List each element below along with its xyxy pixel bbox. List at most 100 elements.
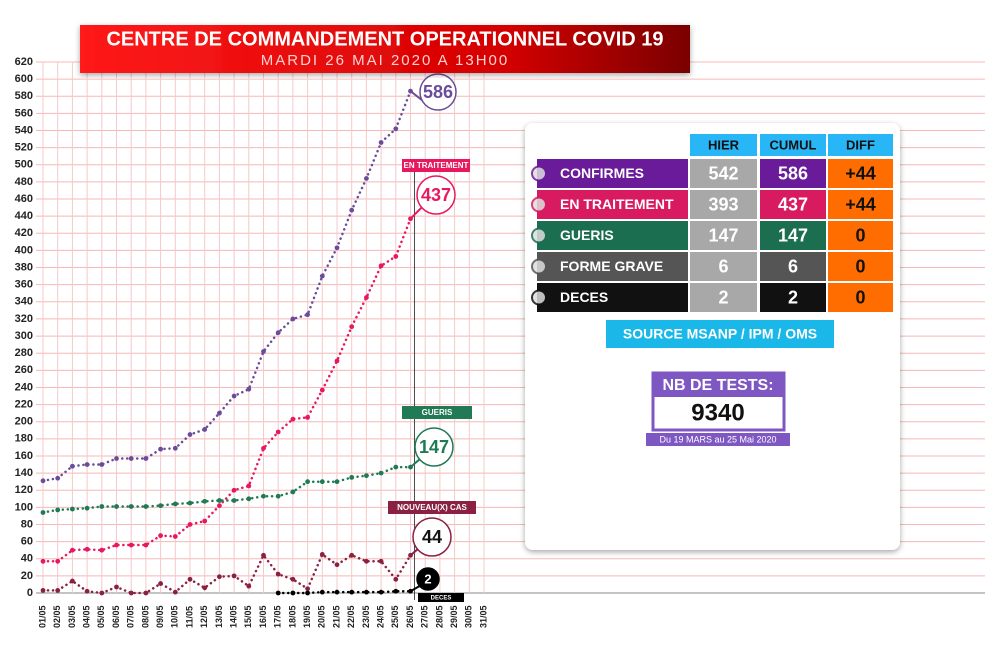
- data-point: [349, 474, 355, 480]
- x-tick-label: 11/05: [184, 606, 194, 628]
- data-point: [334, 562, 340, 568]
- data-point: [319, 552, 325, 557]
- x-tick-label: 23/05: [361, 605, 371, 628]
- row-label: CONFIRMES: [560, 165, 644, 181]
- data-label: 586: [423, 82, 453, 102]
- x-tick-label: 08/05: [140, 605, 150, 628]
- table-cell: [760, 159, 826, 188]
- source: SOURCE MSANP / IPM / OMS: [623, 326, 817, 342]
- data-point: [231, 498, 237, 503]
- table-value: +44: [845, 163, 876, 183]
- x-tick-label: 31/05: [478, 605, 488, 628]
- series-label-box: [418, 593, 464, 602]
- data-label: 2: [424, 571, 431, 586]
- y-tick-label: 520: [15, 142, 33, 154]
- series-line: [41, 552, 412, 595]
- data-point: [275, 571, 281, 577]
- data-point: [334, 479, 340, 485]
- data-point: [275, 493, 281, 499]
- data-point: [246, 583, 252, 589]
- data-point: [114, 542, 119, 548]
- data-point: [158, 446, 164, 452]
- data-point: [143, 542, 149, 548]
- data-point: [84, 546, 90, 552]
- data-point: [261, 552, 266, 558]
- y-tick-label: 500: [15, 159, 33, 171]
- data-point: [305, 479, 310, 485]
- callout-bubble: [412, 517, 452, 557]
- data-point: [55, 475, 61, 481]
- table-value: 542: [708, 163, 738, 183]
- y-tick-label: 220: [15, 398, 33, 410]
- y-tick-label: 440: [15, 210, 33, 222]
- data-point: [364, 589, 369, 595]
- table-header-cell: [760, 134, 826, 156]
- data-point: [187, 432, 193, 437]
- data-point: [217, 410, 222, 416]
- data-point: [393, 576, 399, 582]
- x-tick-label: 04/05: [81, 605, 91, 628]
- data-point: [334, 589, 340, 595]
- data-point: [334, 245, 340, 251]
- series-label-box: [402, 159, 470, 172]
- callout-bubble: [416, 175, 456, 215]
- x-tick-label: 28/05: [434, 605, 444, 628]
- data-point: [217, 503, 222, 509]
- data-point: [378, 263, 384, 269]
- data-point: [70, 547, 75, 553]
- x-tick-label: 10/05: [170, 605, 180, 628]
- x-tick-label: 03/05: [67, 605, 77, 628]
- x-tick-label: 01/05: [37, 605, 47, 628]
- y-tick-label: 240: [15, 381, 33, 393]
- data-point: [172, 501, 178, 507]
- y-tick-label: 140: [15, 467, 33, 479]
- series-line: [41, 89, 412, 483]
- table-cell: [828, 221, 893, 250]
- table-value: 6: [788, 256, 798, 276]
- y-tick-label: 300: [15, 330, 33, 342]
- data-point: [55, 558, 61, 564]
- data-point: [290, 416, 296, 422]
- data-point: [246, 386, 252, 392]
- y-tick-label: 600: [15, 73, 33, 85]
- x-tick-label: 18/05: [287, 605, 297, 628]
- row-label: GUERIS: [560, 227, 614, 243]
- data-point: [364, 176, 369, 181]
- data-point: [305, 415, 310, 420]
- series-line: [41, 465, 412, 514]
- data-point: [261, 493, 266, 499]
- data-point: [70, 578, 75, 584]
- data-point: [393, 126, 399, 132]
- y-tick-label: 380: [15, 261, 33, 273]
- data-point: [114, 584, 119, 590]
- data-point: [231, 393, 237, 399]
- data-point: [158, 581, 164, 586]
- table-cell: [690, 252, 757, 281]
- table-cell: [828, 190, 893, 219]
- x-tick-label: 13/05: [214, 605, 224, 628]
- row-label-cell: [537, 283, 688, 312]
- data-point: [70, 506, 75, 512]
- data-point: [128, 542, 134, 548]
- y-tick-label: 480: [15, 176, 33, 188]
- table-header: DIFF: [846, 137, 875, 152]
- y-tick-label: 460: [15, 193, 33, 205]
- table-cell: [690, 221, 757, 250]
- table-value: 393: [708, 194, 738, 214]
- data-point: [349, 207, 355, 213]
- table-cell: [760, 252, 826, 281]
- data-point: [55, 507, 61, 513]
- table-header: HIER: [708, 137, 740, 152]
- data-point: [172, 445, 178, 451]
- series-line: [276, 590, 412, 595]
- y-tick-label: 540: [15, 124, 33, 136]
- data-point: [364, 558, 369, 564]
- series-label: GUERIS: [422, 408, 453, 417]
- data-point: [364, 295, 369, 300]
- row-label: DECES: [560, 289, 608, 305]
- data-point: [143, 590, 149, 596]
- y-tick-label: 20: [21, 570, 33, 582]
- data-point: [275, 429, 281, 435]
- data-point: [187, 500, 193, 506]
